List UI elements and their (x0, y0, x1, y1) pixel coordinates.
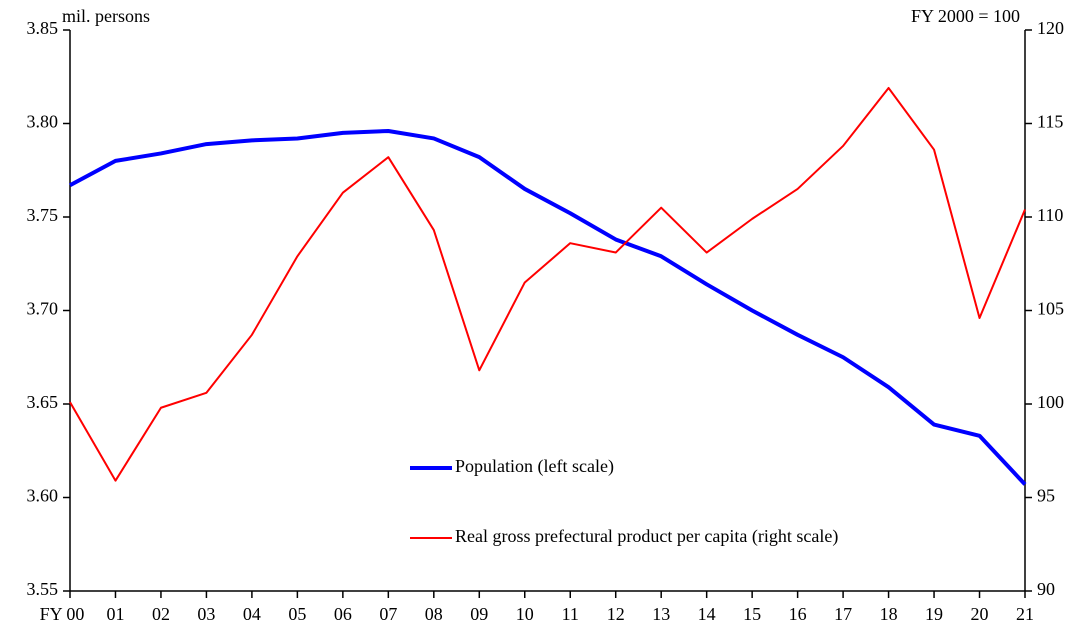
y2-tick-label: 95 (1037, 486, 1055, 506)
x-tick-label: 08 (425, 604, 443, 624)
x-tick-label: 01 (106, 604, 124, 624)
legend-label: Real gross prefectural product per capit… (455, 526, 838, 547)
y-axis-label: mil. persons (62, 6, 150, 26)
y2-tick-label: 100 (1037, 392, 1064, 412)
y-tick-label: 3.70 (27, 299, 59, 319)
x-tick-label: 11 (562, 604, 579, 624)
x-tick-label: 17 (834, 604, 852, 624)
y2-axis-label: FY 2000 = 100 (911, 6, 1020, 26)
legend-label: Population (left scale) (455, 456, 614, 477)
x-tick-label: 21 (1016, 604, 1034, 624)
y-tick-label: 3.75 (27, 205, 59, 225)
x-tick-label: 04 (243, 604, 261, 624)
x-tick-label: 16 (789, 604, 807, 624)
y-tick-label: 3.55 (27, 579, 59, 599)
y-tick-label: 3.60 (27, 486, 59, 506)
x-tick-label: FY 00 (40, 604, 85, 624)
y2-tick-label: 110 (1037, 205, 1063, 225)
x-tick-label: 20 (971, 604, 989, 624)
x-tick-label: 07 (379, 604, 397, 624)
y2-tick-label: 115 (1037, 112, 1063, 132)
y-tick-label: 3.65 (27, 392, 59, 412)
x-tick-label: 15 (743, 604, 761, 624)
x-tick-label: 09 (470, 604, 488, 624)
x-tick-label: 14 (698, 604, 716, 624)
x-tick-label: 10 (516, 604, 534, 624)
data-line (69, 128, 1027, 486)
data-line (69, 86, 1026, 482)
y2-tick-label: 105 (1037, 299, 1064, 319)
x-tick-label: 02 (152, 604, 170, 624)
x-tick-label: 13 (652, 604, 670, 624)
x-tick-label: 18 (880, 604, 898, 624)
y-tick-label: 3.85 (27, 18, 59, 38)
x-tick-label: 06 (334, 604, 352, 624)
y2-tick-label: 120 (1037, 18, 1064, 38)
y2-tick-label: 90 (1037, 579, 1055, 599)
x-tick-label: 19 (925, 604, 943, 624)
x-tick-label: 12 (607, 604, 625, 624)
y-tick-label: 3.80 (27, 112, 59, 132)
x-tick-label: 03 (197, 604, 215, 624)
x-tick-label: 05 (288, 604, 306, 624)
